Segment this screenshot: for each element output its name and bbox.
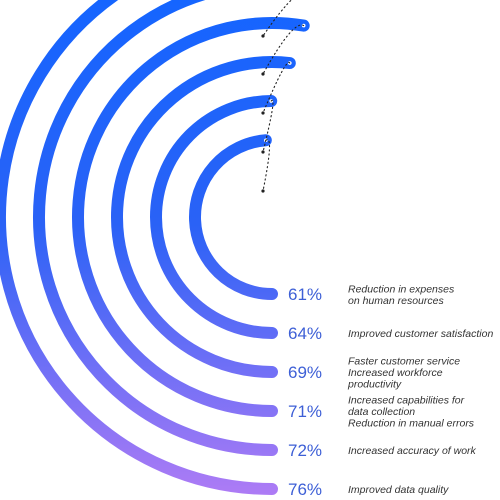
category-label: Improved customer satisfaction [348, 328, 493, 340]
leader-end-dot [261, 111, 265, 115]
value-label: 72% [288, 441, 322, 460]
dotted-leader [262, 139, 271, 192]
dotted-leader [262, 24, 305, 75]
category-label: Reduction in expenses on human resources [348, 283, 455, 307]
dotted-leader [262, 61, 291, 114]
labels-layer: 61% Reduction in expenses on human resourc… [288, 283, 493, 499]
leader-end-dot [261, 34, 265, 38]
value-label: 76% [288, 480, 322, 499]
category-label: Increased capabilities for data collectio… [348, 395, 475, 430]
value-label: 64% [288, 324, 322, 343]
value-label: 69% [288, 363, 322, 382]
dotted-leader [262, 0, 293, 37]
category-label: Increased accuracy of work [348, 445, 477, 457]
arc-bar-72 [33, 0, 278, 456]
arc-bar-64 [150, 95, 278, 339]
arc-bar-76 [0, 0, 278, 495]
arcs-layer [0, 0, 310, 495]
arc-bar-69 [111, 56, 296, 378]
leader-end-dot [261, 72, 265, 76]
leader-end-dot [261, 150, 265, 154]
category-label: Improved data quality [348, 484, 449, 496]
leader-end-dot [261, 189, 265, 193]
arc-bar-71 [72, 17, 310, 417]
value-label: 71% [288, 402, 322, 421]
arc-bar-61 [189, 134, 278, 300]
value-label: 61% [288, 285, 322, 304]
category-label: Faster customer service Increased workfor… [347, 356, 460, 391]
dotted-leader [262, 99, 274, 153]
